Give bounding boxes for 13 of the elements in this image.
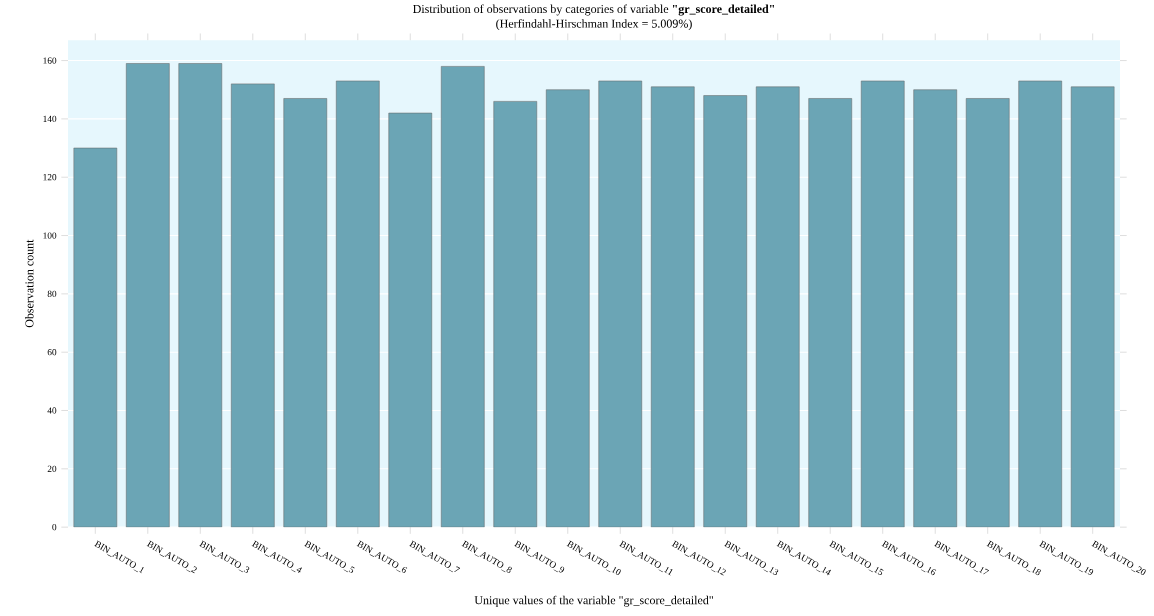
y-tick-label: 80 [47,290,57,297]
y-tick-label: 100 [43,232,57,239]
y-tick-label: 0 [52,523,57,531]
y-axis-title: Observation count [25,239,34,328]
y-tick-label: 120 [43,173,57,181]
y-tick-label: 40 [47,407,57,414]
x-axis-title: Unique values of the variable "gr_score_detailed" [474,595,713,607]
y-tick-label: 160 [43,57,57,64]
y-tick-label: 60 [47,348,57,356]
y-tick-label: 20 [47,465,57,472]
chart-subtitle: (Herfindahl-Hirschman Index = 5.009%) [496,19,692,31]
y-tick-label: 140 [43,115,57,122]
chart-title: Distribution of observations by categories of variable "gr_score_detailed" [413,4,775,16]
